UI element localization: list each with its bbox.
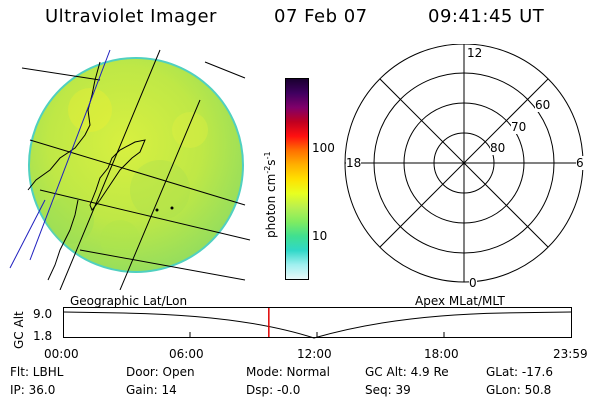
xtick-1800: 18:00 — [424, 347, 459, 361]
altitude-tick-top: 9.0 — [33, 307, 53, 321]
polar-ring-label-60: 60 — [535, 98, 551, 112]
colorbar-tick-10: 10 — [312, 229, 328, 243]
polar-diagonal — [379, 78, 549, 248]
xtick-2359: 23:59 — [553, 347, 588, 361]
app-title: Ultraviolet Imager — [45, 6, 217, 27]
geographic-grid — [21, 49, 251, 290]
polar-label-6: 6 — [576, 156, 584, 170]
altitude-axis-label: GC Alt — [12, 311, 26, 349]
polar-label-0: 0 — [469, 276, 477, 290]
polar-ring-label-80: 80 — [490, 141, 506, 155]
dsp-readout: Dsp: -0.0 — [246, 383, 301, 397]
mode-readout: Mode: Normal — [246, 365, 330, 379]
coastline-outline — [27, 61, 146, 281]
gain-readout: Gain: 14 — [126, 383, 177, 397]
date-readout: 07 Feb 07 — [274, 6, 368, 27]
ip-readout: IP: 36.0 — [10, 383, 56, 397]
colorbar-tick-100: 100 — [312, 141, 335, 155]
apex-coords-label: Apex MLat/MLT — [415, 294, 505, 308]
uv-disk — [28, 57, 244, 273]
door-readout: Door: Open — [126, 365, 195, 379]
colorbar-label: photon cm-2s-1 — [263, 151, 278, 238]
site-marker — [155, 208, 159, 212]
site-marker — [170, 206, 174, 210]
xtick-0000: 00:00 — [44, 347, 79, 361]
glat-readout: GLat: -17.6 — [486, 365, 553, 379]
polar-label-12: 12 — [467, 46, 483, 60]
xtick-1200: 12:00 — [297, 347, 332, 361]
uv-image-panel — [9, 49, 251, 290]
polar-plot — [344, 44, 584, 283]
meridian-lines — [9, 49, 111, 269]
polar-label-18: 18 — [346, 156, 362, 170]
altitude-tick-bottom: 1.8 — [33, 329, 53, 343]
gcalt-readout: GC Alt: 4.9 Re — [365, 365, 449, 379]
colorbar — [285, 78, 309, 280]
time-readout: 09:41:45 UT — [428, 6, 545, 27]
polar-ring-label-70: 70 — [511, 120, 527, 134]
filter-readout: Flt: LBHL — [10, 365, 64, 379]
xtick-0600: 06:00 — [169, 347, 204, 361]
seq-readout: Seq: 39 — [365, 383, 411, 397]
altitude-plot — [63, 307, 572, 339]
glon-readout: GLon: 50.8 — [486, 383, 552, 397]
altitude-curve — [63, 311, 572, 339]
geographic-coords-label: Geographic Lat/Lon — [70, 294, 188, 308]
